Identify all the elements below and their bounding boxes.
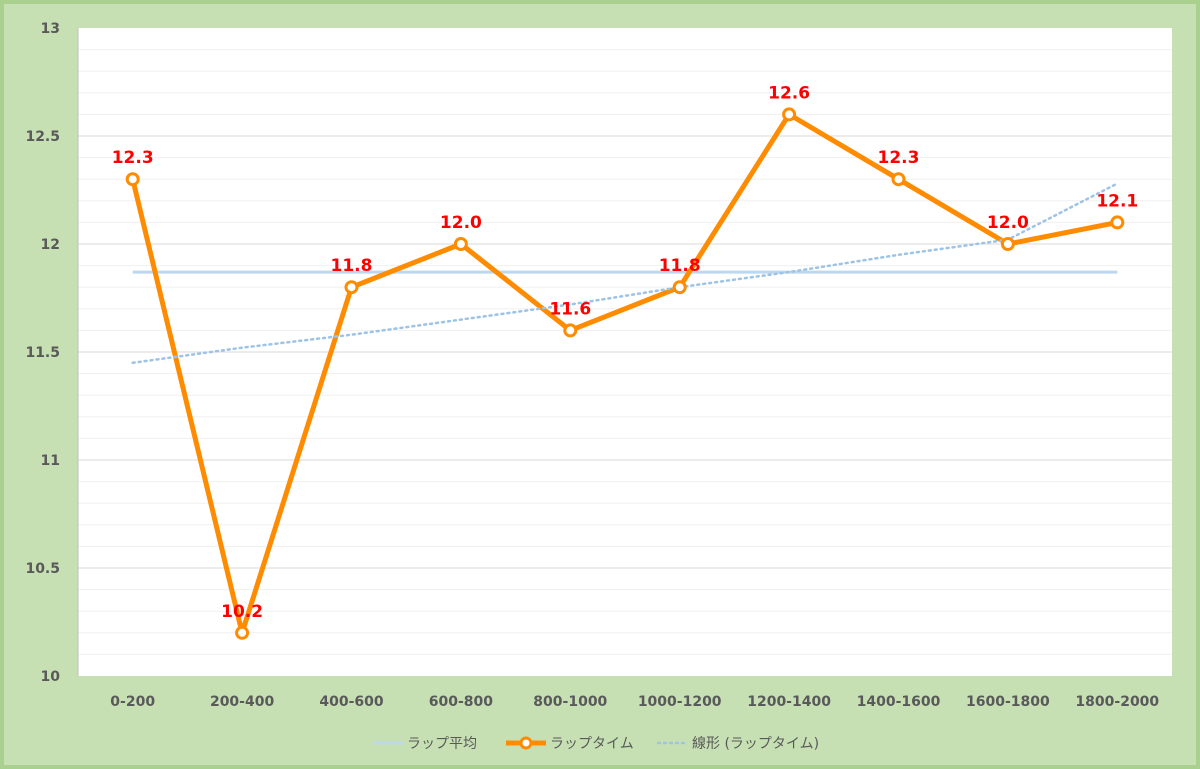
x-tick-label: 1000-1200 (638, 694, 722, 710)
data-label: 11.8 (659, 256, 701, 276)
data-point-marker (891, 172, 906, 187)
x-tick-label: 0-200 (110, 694, 155, 710)
data-label: 12.0 (987, 213, 1029, 233)
data-label: 12.6 (768, 83, 810, 103)
x-tick-label: 800-1000 (533, 694, 607, 710)
y-tick-label: 13 (41, 21, 60, 37)
y-tick-label: 12 (41, 237, 60, 253)
x-tick-label: 1800-2000 (1075, 694, 1159, 710)
y-axis-ticks: 10 10.5 11 11.5 12 12.5 13 (25, 21, 60, 685)
legend-marker-lap-time (519, 736, 533, 750)
legend-label-lap-time: ラップタイム (550, 736, 634, 752)
y-tick-label: 11 (41, 453, 60, 469)
x-tick-label: 1400-1600 (857, 694, 941, 710)
data-point-marker (672, 280, 687, 295)
data-label: 12.3 (112, 148, 154, 168)
data-point-marker (344, 280, 359, 295)
x-axis-ticks: 0-200 200-400 400-600 600-800 800-1000 1000-1… (110, 694, 1159, 710)
x-tick-label: 600-800 (429, 694, 494, 710)
legend: ラップ平均 ラップタイム 線形 (ラップタイム) (373, 736, 819, 752)
data-labels: 12.3 10.2 11.8 12.0 11.6 11.8 12.6 12.3 12.0 12.1 (112, 83, 1139, 621)
data-point-marker (453, 237, 468, 251)
data-label: 10.2 (221, 602, 263, 622)
data-label: 12.0 (440, 213, 482, 233)
data-point-marker (1110, 215, 1125, 230)
y-tick-label: 12.5 (25, 129, 60, 145)
data-label: 12.1 (1096, 191, 1138, 211)
data-point-marker (235, 625, 250, 640)
series-group (125, 107, 1125, 640)
grid-lines (78, 49, 1172, 655)
data-point-marker (563, 323, 578, 338)
data-label: 12.3 (878, 148, 920, 168)
x-tick-label: 400-600 (319, 694, 384, 710)
series-line-trend (131, 182, 1119, 365)
y-tick-label: 11.5 (25, 345, 60, 361)
y-tick-label: 10.5 (25, 561, 60, 577)
legend-label-trend: 線形 (ラップタイム) (692, 736, 819, 752)
series-line-lap-time (130, 111, 1118, 636)
data-point-marker (782, 107, 797, 122)
x-tick-label: 1600-1800 (966, 694, 1050, 710)
legend-label-average: ラップ平均 (407, 736, 477, 752)
data-point-marker (125, 172, 140, 187)
x-tick-label: 1200-1400 (747, 694, 831, 710)
data-label: 11.6 (549, 299, 591, 319)
data-label: 11.8 (331, 256, 373, 276)
y-tick-label: 10 (41, 669, 61, 685)
data-point-marker (1000, 237, 1015, 251)
x-tick-label: 200-400 (210, 694, 275, 710)
